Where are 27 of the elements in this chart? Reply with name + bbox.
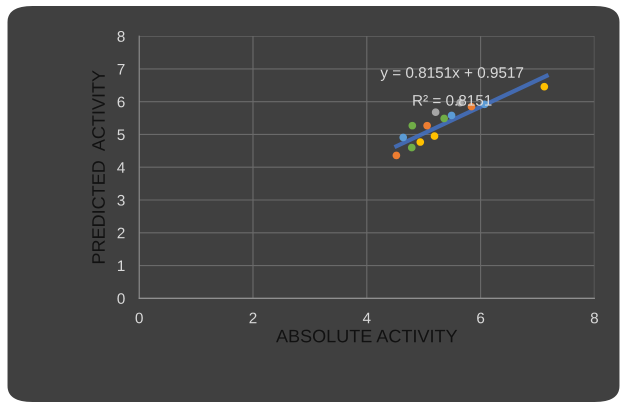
y-tick-label: 8: [117, 31, 125, 42]
point: [423, 122, 431, 130]
point: [399, 134, 408, 142]
x-tick-label: 0: [136, 312, 143, 324]
annotation: y = 0.8151x + 0.9517: [380, 67, 524, 81]
point: [408, 122, 416, 130]
annotation: R² = 0.8151: [413, 94, 492, 106]
y-tick-label: 7: [118, 64, 125, 74]
y-tick-label: 1: [118, 260, 125, 272]
y-tick-label: 6: [118, 96, 125, 108]
y-tick-label: 0: [117, 293, 125, 304]
y-tick-label: 3: [117, 194, 125, 206]
point: [416, 138, 424, 146]
point: [392, 152, 400, 160]
point: [432, 108, 440, 116]
x-tick-label: 8: [590, 312, 598, 324]
point: [430, 132, 438, 140]
y-tick-label: 2: [118, 228, 125, 238]
y-tick-label: 4: [117, 162, 125, 173]
point: [448, 112, 456, 120]
x-tick-label: 6: [477, 312, 484, 324]
y-tick-label: 5: [117, 129, 125, 140]
x-tick-label: 4: [362, 312, 371, 324]
point: [440, 114, 448, 122]
point: [540, 82, 548, 90]
x-tick-label: 2: [250, 312, 256, 324]
point: [408, 144, 416, 152]
